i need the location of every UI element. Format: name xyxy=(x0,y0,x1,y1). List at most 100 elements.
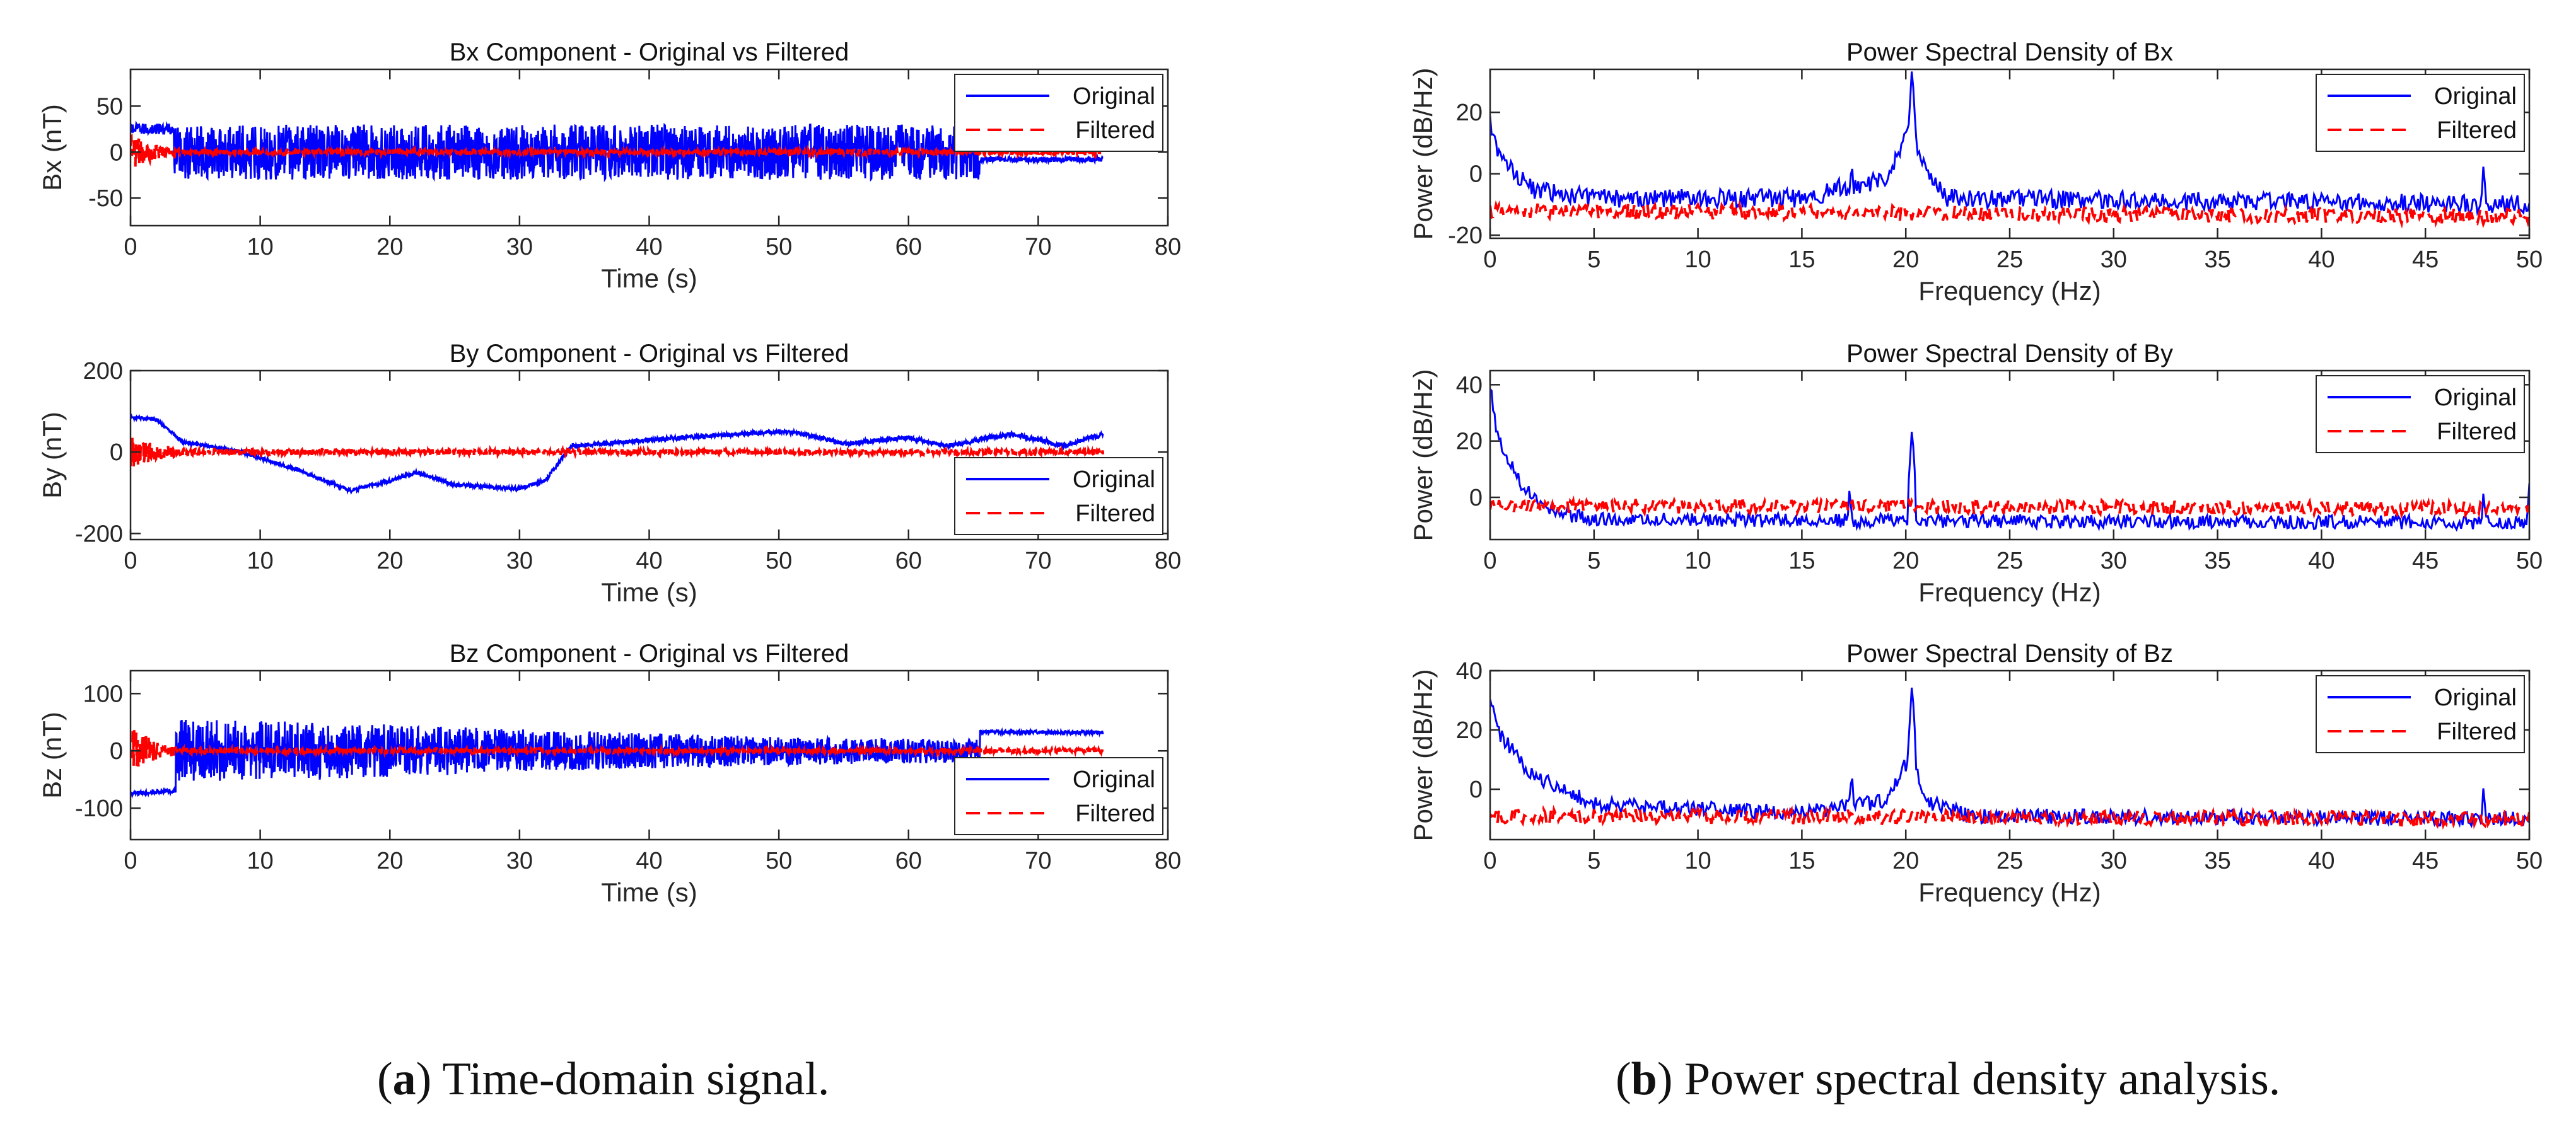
x-tick-label: 35 xyxy=(2204,848,2230,874)
caption-a: (a) Time-domain signal. xyxy=(377,1053,829,1106)
x-tick-label: 10 xyxy=(247,548,273,574)
caption-b: (b) Power spectral density analysis. xyxy=(1616,1053,2280,1106)
y-tick-label: 20 xyxy=(1456,717,1483,744)
x-tick-label: 15 xyxy=(1788,548,1815,574)
x-tick-label: 70 xyxy=(1025,548,1051,574)
x-tick-label: 0 xyxy=(124,848,137,874)
series-group xyxy=(131,414,1105,495)
x-tick-label: 30 xyxy=(2101,548,2127,574)
legend-label-filtered: Filtered xyxy=(1075,801,1155,827)
caption-b-letter: b xyxy=(1631,1053,1657,1105)
x-tick-label: 25 xyxy=(1996,548,2023,574)
x-axis-label: Time (s) xyxy=(601,263,697,293)
x-axis-label: Frequency (Hz) xyxy=(1918,276,2101,306)
y-tick-label: 20 xyxy=(1456,429,1483,455)
legend-label-filtered: Filtered xyxy=(2437,719,2517,745)
y-tick-label: 0 xyxy=(110,738,123,765)
x-tick-label: 60 xyxy=(895,234,922,260)
chart-title: Power Spectral Density of Bx xyxy=(1846,38,2173,66)
x-tick-label: 5 xyxy=(1587,246,1600,273)
legend-label-filtered: Filtered xyxy=(1075,117,1155,144)
legend-label-filtered: Filtered xyxy=(2437,419,2517,445)
caption-b-open: ( xyxy=(1616,1053,1631,1105)
series-filtered-line xyxy=(131,437,1105,466)
chart-by-psd: 0 5 10 15 20 25 30 35 40 45 50 0 20 40 Power Spectral … xyxy=(1408,340,2543,607)
x-tick-label: 20 xyxy=(376,234,403,260)
caption-a-text: ) Time-domain signal. xyxy=(416,1053,830,1105)
y-axis-label: Bx (nT) xyxy=(37,104,67,191)
legend-box xyxy=(954,757,1163,835)
x-tick-label: 50 xyxy=(766,234,792,260)
y-tick-label: 0 xyxy=(110,439,123,466)
chart-title: Power Spectral Density of By xyxy=(1846,340,2173,367)
series-original-line xyxy=(1490,388,2529,532)
x-tick-label: 40 xyxy=(2308,246,2334,273)
x-tick-label: 40 xyxy=(636,548,662,574)
x-tick-label: 45 xyxy=(2412,848,2439,874)
x-tick-label: 40 xyxy=(2308,548,2334,574)
caption-a-letter: a xyxy=(392,1053,416,1105)
y-tick-label: -200 xyxy=(75,521,123,547)
x-tick-label: 0 xyxy=(1483,246,1496,273)
legend-label-original: Original xyxy=(2434,83,2517,110)
series-filtered-line xyxy=(131,727,1105,767)
x-tick-label: 0 xyxy=(1483,548,1496,574)
x-tick-label: 20 xyxy=(376,548,403,574)
x-tick-label: 45 xyxy=(2412,246,2439,273)
x-tick-label: 10 xyxy=(1684,848,1711,874)
y-axis-label: By (nT) xyxy=(37,412,67,499)
series-original-line xyxy=(1490,687,2529,828)
legend-label-original: Original xyxy=(2434,685,2517,711)
series-original-line xyxy=(131,719,1104,799)
legend: Original Filtered xyxy=(2316,675,2525,753)
x-tick-label: 5 xyxy=(1587,548,1600,574)
x-tick-label: 60 xyxy=(895,548,922,574)
x-axis-label: Time (s) xyxy=(601,577,697,607)
y-tick-label: 0 xyxy=(1469,777,1483,803)
x-tick-label: 50 xyxy=(2516,246,2543,273)
x-tick-label: 0 xyxy=(124,234,137,260)
y-axis-label: Power (dB/Hz) xyxy=(1408,669,1438,841)
series-original-line xyxy=(131,120,1104,183)
chart-title: By Component - Original vs Filtered xyxy=(450,340,849,367)
x-tick-label: 80 xyxy=(1155,234,1181,260)
legend-label-original: Original xyxy=(1073,767,1155,793)
x-tick-label: 10 xyxy=(1684,246,1711,273)
chart-title: Power Spectral Density of Bz xyxy=(1846,640,2173,668)
x-tick-label: 15 xyxy=(1788,246,1815,273)
legend-box xyxy=(2316,675,2525,753)
x-axis-label: Frequency (Hz) xyxy=(1918,877,2101,907)
x-tick-label: 0 xyxy=(124,548,137,574)
x-tick-label: 70 xyxy=(1025,234,1051,260)
legend: Original Filtered xyxy=(2316,375,2525,453)
y-tick-label: -20 xyxy=(1448,223,1483,249)
x-tick-label: 40 xyxy=(636,234,662,260)
legend: Original Filtered xyxy=(954,757,1163,835)
series-group xyxy=(131,719,1105,799)
x-tick-label: 25 xyxy=(1996,848,2023,874)
x-tick-label: 50 xyxy=(766,848,792,874)
series-original-line xyxy=(1490,71,2529,217)
x-tick-label: 30 xyxy=(2101,246,2127,273)
x-tick-label: 45 xyxy=(2412,548,2439,574)
x-tick-label: 5 xyxy=(1587,848,1600,874)
legend-label-original: Original xyxy=(1073,83,1155,110)
x-tick-label: 20 xyxy=(1892,848,1919,874)
series-group xyxy=(131,120,1104,183)
y-tick-label: 200 xyxy=(83,358,123,385)
x-tick-label: 15 xyxy=(1788,848,1815,874)
x-axis-label: Time (s) xyxy=(601,877,697,907)
x-tick-label: 30 xyxy=(2101,848,2127,874)
series-group xyxy=(1490,687,2529,831)
x-tick-label: 50 xyxy=(2516,848,2543,874)
chart-title: Bz Component - Original vs Filtered xyxy=(450,640,849,668)
x-tick-label: 30 xyxy=(506,848,533,874)
y-axis-label: Power (dB/Hz) xyxy=(1408,67,1438,240)
series-filtered-line xyxy=(1490,495,2529,519)
x-tick-label: 50 xyxy=(2516,548,2543,574)
x-tick-label: 35 xyxy=(2204,246,2230,273)
x-tick-label: 10 xyxy=(1684,548,1711,574)
